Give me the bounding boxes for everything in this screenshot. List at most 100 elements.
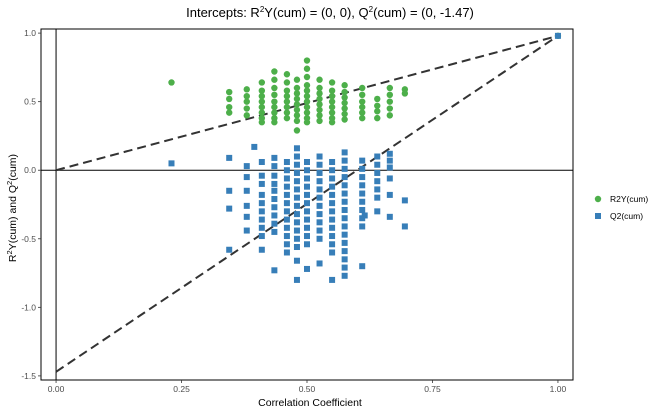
q2-point — [374, 153, 381, 160]
r2y-point — [341, 105, 348, 112]
r2y-point — [386, 84, 394, 92]
r2y-point — [243, 92, 250, 100]
q2-point — [316, 211, 323, 218]
q2-point — [316, 194, 323, 201]
r2y-point — [359, 114, 366, 122]
q2-point — [304, 241, 310, 248]
r2y-point — [359, 103, 366, 111]
q2-point — [283, 191, 290, 198]
r2y-point — [271, 98, 278, 105]
q2-point — [226, 187, 233, 194]
r2y-point — [293, 112, 301, 119]
q2-point — [554, 32, 561, 39]
r2y-point — [271, 91, 278, 99]
q2-point — [243, 202, 250, 209]
r2y-point — [316, 106, 323, 114]
legend-q2-label: Q2(cum) — [610, 211, 643, 221]
q2-point — [271, 228, 278, 235]
q2-point — [329, 216, 336, 223]
q2-point — [386, 191, 393, 198]
r2y-point — [386, 105, 394, 112]
q2-point — [293, 186, 300, 193]
q2-point — [329, 224, 336, 231]
q2-point — [329, 249, 336, 256]
r2y-point — [316, 117, 323, 125]
r2y-point — [316, 90, 323, 97]
r2y-point — [293, 117, 301, 125]
q2-point — [283, 249, 290, 256]
x-tick-label: 0.25 — [173, 384, 190, 394]
q2-point — [271, 154, 278, 161]
q2-point — [341, 223, 348, 230]
q2-point — [283, 175, 290, 182]
r2y-point — [316, 84, 323, 92]
r2y-point — [341, 116, 348, 123]
r2y-point — [226, 103, 233, 111]
q2-point — [359, 206, 366, 213]
q2-point — [283, 183, 290, 190]
q2-point — [359, 174, 366, 181]
r2y-point — [341, 99, 348, 107]
q2-point — [243, 174, 250, 181]
q2-point — [304, 183, 310, 190]
q2-point — [304, 158, 310, 165]
q2-point — [304, 224, 310, 231]
x-tick-label: 0.00 — [48, 384, 65, 394]
q2-point — [341, 182, 348, 189]
r2y-point — [283, 109, 291, 116]
q2-point — [304, 200, 310, 207]
q2-point — [329, 233, 336, 240]
r2y-point — [328, 103, 336, 111]
chart-title: Intercepts: R2Y(cum) = (0, 0), Q2(cum) =… — [186, 5, 474, 20]
r2y-point — [283, 92, 291, 100]
q2-point — [293, 257, 300, 264]
q2-point — [316, 202, 323, 209]
y-tick-label: 1.0 — [24, 28, 36, 38]
r2y-point — [283, 98, 291, 105]
q2-point — [329, 183, 336, 190]
r2y-point — [359, 109, 366, 116]
x-axis-label: Correlation Coefficient — [258, 397, 362, 409]
q2-point — [341, 206, 348, 213]
q2-point — [293, 211, 300, 218]
r2y-point — [386, 91, 394, 99]
q2-point — [341, 248, 348, 255]
r2y-point — [293, 76, 301, 83]
r2y-point — [258, 92, 266, 100]
q2-point — [271, 172, 278, 179]
r2y-point — [293, 84, 301, 92]
legend: R2Y(cum) Q2(cum) — [594, 194, 648, 221]
q2-point — [341, 272, 348, 279]
r2y-point — [168, 79, 175, 86]
y-axis-label: R2Y(cum) and Q2(cum) — [5, 154, 19, 262]
q2-point — [359, 157, 366, 164]
r2y-point — [271, 84, 278, 92]
r2y-point — [303, 57, 311, 64]
q2-point — [258, 180, 265, 187]
q2-point — [271, 220, 278, 227]
r2y-point — [386, 112, 394, 119]
q2-point — [251, 143, 258, 150]
q2-point — [226, 205, 233, 212]
q2-point — [271, 163, 278, 170]
q2-point — [283, 208, 290, 215]
r2y-point — [258, 109, 266, 116]
q2-point — [258, 224, 265, 231]
r2y-point — [243, 86, 250, 93]
q2-point — [304, 191, 310, 198]
q2-point — [341, 215, 348, 222]
r2y-point — [226, 95, 233, 103]
q2-point — [329, 208, 336, 215]
q2-point — [293, 227, 300, 234]
r2y-point — [328, 92, 336, 100]
q2-point — [341, 157, 348, 164]
q2-point — [271, 267, 278, 274]
legend-r2y-label: R2Y(cum) — [610, 194, 648, 204]
r2y-point — [303, 98, 311, 105]
r2y-point — [258, 103, 266, 111]
r2y-point — [328, 109, 336, 116]
r2y-point — [316, 101, 323, 108]
r2y-point — [316, 112, 323, 119]
q2-point — [316, 186, 323, 193]
r2y-point — [283, 114, 291, 122]
